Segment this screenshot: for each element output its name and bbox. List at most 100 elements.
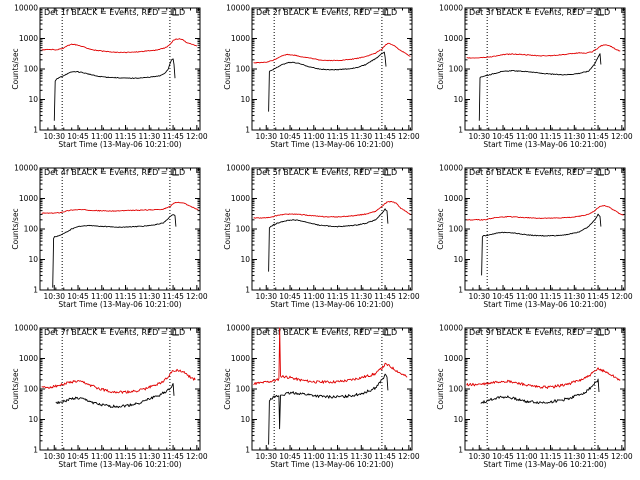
x-tick-label: 11:15 <box>115 452 137 461</box>
lld-series-line <box>41 38 198 54</box>
y-tick-label: 1000 <box>444 34 463 43</box>
interval-marker <box>597 169 604 176</box>
y-tick-label: 10000 <box>439 164 463 173</box>
panel-title: Det 3f BLACK = Events, RED = LLD <box>469 8 610 17</box>
y-axis-label: Counts/sec <box>11 368 20 409</box>
plot-frame <box>464 167 626 291</box>
panel-title: Det 7f BLACK = Events, RED = LLD <box>44 328 185 337</box>
x-tick-label: 11:15 <box>540 292 562 301</box>
plot-frame <box>39 7 201 131</box>
x-axis-label: Start Time (13-May-06 10:21:00) <box>270 460 393 469</box>
y-tick-label: 1000 <box>231 194 250 203</box>
x-tick-label: 10:30 <box>43 292 65 301</box>
x-tick-label: 10:30 <box>43 132 65 141</box>
lld-series-line <box>41 201 199 214</box>
lld-series-line <box>466 367 621 389</box>
panel-title: Det 6f BLACK = Events, RED = LLD <box>469 168 610 177</box>
x-tick-label: 11:45 <box>587 132 609 141</box>
events-series-line <box>268 373 389 445</box>
events-series-line <box>55 383 175 409</box>
y-tick-label: 1 <box>245 286 250 295</box>
x-axis-label: Start Time (13-May-06 10:21:00) <box>483 140 606 149</box>
x-tick-label: 11:45 <box>374 292 396 301</box>
plot-frame <box>464 327 626 451</box>
x-tick-label: 11:30 <box>350 292 372 301</box>
x-axis-label: Start Time (13-May-06 10:21:00) <box>483 460 606 469</box>
y-tick-label: 10 <box>453 255 463 264</box>
y-axis-label: Counts/sec <box>11 48 20 89</box>
x-tick-label: 11:00 <box>91 132 113 141</box>
y-tick-label: 1 <box>245 126 250 135</box>
y-tick-label: 100 <box>24 225 39 234</box>
events-series-line <box>53 58 176 121</box>
lld-series-line <box>466 44 621 59</box>
y-tick-label: 10000 <box>14 164 38 173</box>
x-tick-label: 11:30 <box>563 452 585 461</box>
x-tick-label: 10:30 <box>255 132 277 141</box>
plot-frame <box>39 167 201 291</box>
x-tick-label: 12:00 <box>186 132 208 141</box>
y-tick-label: 1000 <box>444 354 463 363</box>
y-tick-label: 1000 <box>19 194 38 203</box>
x-tick-label: 12:00 <box>398 292 420 301</box>
x-tick-label: 10:30 <box>255 452 277 461</box>
x-tick-label: 11:00 <box>91 452 113 461</box>
y-tick-label: 10000 <box>226 164 250 173</box>
panel-title: Det 1f BLACK = Events, RED = LLD <box>44 8 185 17</box>
interval-marker <box>597 329 604 336</box>
x-tick-label: 10:45 <box>492 292 514 301</box>
x-tick-label: 11:30 <box>563 292 585 301</box>
y-tick-label: 100 <box>236 385 251 394</box>
events-series-line <box>481 213 602 276</box>
x-axis-label: Start Time (13-May-06 10:21:00) <box>483 300 606 309</box>
x-tick-label: 10:45 <box>492 452 514 461</box>
y-tick-label: 100 <box>449 65 464 74</box>
y-tick-label: 10000 <box>14 324 38 333</box>
y-axis-label: Counts/sec <box>436 368 445 409</box>
x-tick-label: 11:00 <box>303 452 325 461</box>
plot-frame <box>464 7 626 131</box>
y-tick-label: 100 <box>24 385 39 394</box>
y-axis-label: Counts/sec <box>223 368 232 409</box>
x-tick-label: 11:45 <box>587 452 609 461</box>
x-tick-label: 12:00 <box>611 452 633 461</box>
x-tick-label: 10:30 <box>43 452 65 461</box>
y-tick-label: 1000 <box>19 354 38 363</box>
x-tick-label: 10:45 <box>279 132 301 141</box>
panel-title: Det 8f BLACK = Events, RED = LLD <box>256 328 397 337</box>
x-tick-label: 12:00 <box>398 452 420 461</box>
y-tick-label: 100 <box>236 65 251 74</box>
y-axis-label: Counts/sec <box>11 208 20 249</box>
x-tick-label: 11:00 <box>303 292 325 301</box>
y-tick-label: 1000 <box>231 34 250 43</box>
x-tick-label: 12:00 <box>186 292 208 301</box>
detector-panel-9: Det 9f BLACK = Events, RED = LLD 1 10 100 10… <box>436 324 633 470</box>
x-axis-label: Start Time (13-May-06 10:21:00) <box>58 300 181 309</box>
x-axis-label: Start Time (13-May-06 10:21:00) <box>58 140 181 149</box>
x-tick-label: 10:45 <box>279 292 301 301</box>
interval-marker <box>172 9 179 16</box>
x-tick-label: 11:45 <box>162 132 184 141</box>
y-tick-label: 1 <box>33 446 38 455</box>
x-tick-label: 11:15 <box>115 132 137 141</box>
y-tick-label: 10 <box>453 415 463 424</box>
x-tick-label: 11:45 <box>374 132 396 141</box>
x-tick-label: 11:30 <box>138 452 160 461</box>
x-tick-label: 11:30 <box>563 132 585 141</box>
x-tick-label: 11:00 <box>516 292 538 301</box>
x-tick-label: 10:30 <box>468 292 490 301</box>
y-axis-label: Counts/sec <box>223 48 232 89</box>
x-tick-label: 11:30 <box>350 452 372 461</box>
x-tick-label: 12:00 <box>398 132 420 141</box>
y-tick-label: 10 <box>240 415 250 424</box>
detector-panel-1: Det 1f BLACK = Events, RED = LLD 1 10 100 10… <box>11 4 208 150</box>
x-tick-label: 11:00 <box>516 452 538 461</box>
interval-marker <box>597 9 604 16</box>
events-series-line <box>478 53 602 121</box>
y-tick-label: 10000 <box>14 4 38 13</box>
y-axis-label: Counts/sec <box>223 208 232 249</box>
lld-series-line <box>253 42 411 64</box>
plot-frame <box>39 327 201 451</box>
y-tick-label: 100 <box>236 225 251 234</box>
